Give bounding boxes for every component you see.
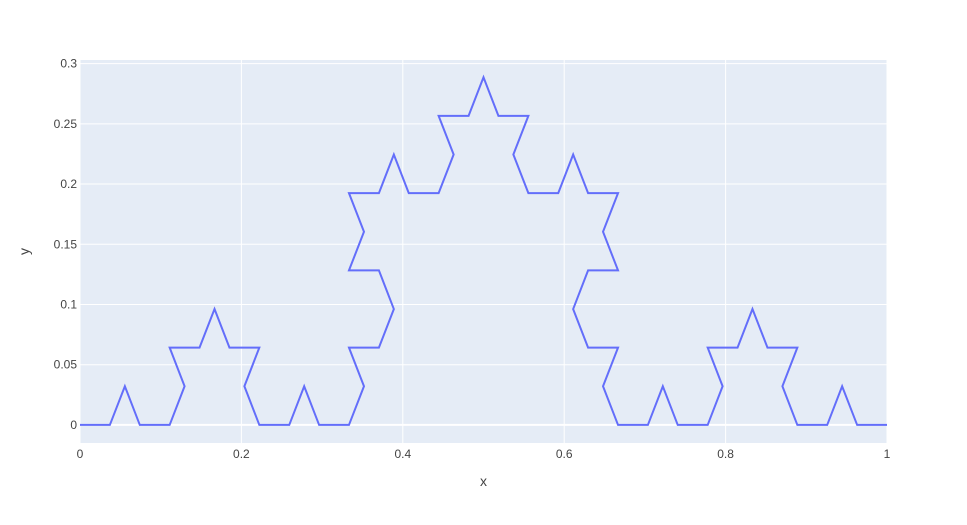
plot-background bbox=[80, 60, 887, 443]
y-tick-label: 0.15 bbox=[54, 237, 78, 251]
plot-area[interactable] bbox=[79, 60, 888, 443]
y-tick-label: 0 bbox=[70, 418, 77, 432]
y-tick-label: 0.2 bbox=[60, 177, 77, 191]
x-axis-title: x bbox=[480, 473, 487, 489]
axis-labels: 0 0.2 0.4 0.6 0.8 1 0 0.05 0.1 0.15 0.2 0.25 0.3 bbox=[54, 57, 891, 461]
y-tick-label: 0.05 bbox=[54, 358, 78, 372]
y-tick-label: 0.3 bbox=[60, 57, 77, 71]
y-tick-label: 0.1 bbox=[60, 297, 77, 311]
x-tick-label: 0.2 bbox=[233, 447, 250, 461]
x-tick-label: 0.4 bbox=[394, 447, 411, 461]
x-tick-label: 0.8 bbox=[717, 447, 734, 461]
x-tick-label: 0.6 bbox=[556, 447, 573, 461]
x-tick-label: 1 bbox=[884, 447, 891, 461]
y-tick-label: 0.25 bbox=[54, 117, 78, 131]
y-axis-title: y bbox=[16, 248, 32, 255]
x-tick-label: 0 bbox=[77, 447, 84, 461]
series-line[interactable] bbox=[80, 74, 887, 426]
